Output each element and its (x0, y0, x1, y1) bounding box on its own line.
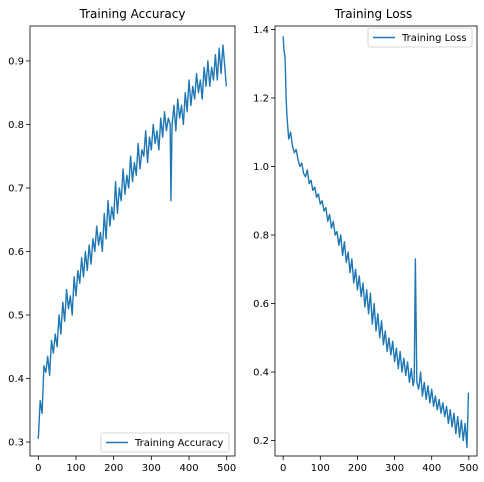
accuracy-chart-title: Training Accuracy (79, 7, 186, 21)
accuracy-y-tick-label: 0.9 (8, 56, 24, 67)
accuracy-x-tick-label: 500 (217, 463, 236, 474)
loss-x-tick-label: 500 (459, 463, 478, 474)
accuracy-x-tick-label: 400 (179, 463, 198, 474)
accuracy-x-ticks: 0 100 200 300 400 500 (35, 456, 236, 474)
loss-legend-label: Training Loss (401, 33, 467, 44)
loss-y-tick-label: 0.4 (253, 368, 269, 379)
loss-y-ticks: 0.2 0.4 0.6 0.8 1.0 1.2 1.4 (253, 25, 275, 447)
loss-x-tick-label: 100 (311, 463, 330, 474)
accuracy-y-tick-label: 0.6 (8, 247, 24, 258)
accuracy-chart: Training Accuracy 0 100 200 300 400 500 0.30.… (8, 7, 236, 474)
loss-x-tick-label: 200 (348, 463, 367, 474)
loss-y-tick-label: 0.6 (253, 299, 269, 310)
loss-plot-frame (274, 25, 478, 457)
loss-x-ticks: 0 100 200 300 400 500 (280, 456, 478, 474)
accuracy-y-tick-label: 0.7 (8, 183, 24, 194)
accuracy-y-tick-label: 0.4 (8, 374, 24, 385)
loss-y-tick-label: 0.8 (253, 231, 269, 242)
accuracy-y-tick-label: 0.8 (8, 120, 24, 131)
loss-legend-box (367, 27, 473, 48)
accuracy-x-tick-label: 0 (35, 463, 41, 474)
accuracy-x-tick-label: 300 (142, 463, 161, 474)
loss-y-tick-label: 1.4 (253, 25, 269, 36)
loss-x-tick-label: 400 (422, 463, 441, 474)
loss-y-tick-label: 0.2 (253, 436, 269, 447)
accuracy-y-tick-label: 0.3 (8, 438, 24, 449)
accuracy-x-tick-label: 100 (66, 463, 85, 474)
accuracy-legend: Training Accuracy (100, 432, 230, 453)
loss-series-line (282, 36, 470, 449)
loss-legend: Training Loss (367, 27, 473, 48)
loss-x-tick-label: 0 (280, 463, 286, 474)
accuracy-x-tick-label: 200 (104, 463, 123, 474)
accuracy-plot-frame (29, 25, 236, 457)
loss-y-tick-label: 1.2 (253, 93, 269, 104)
accuracy-y-ticks: 0.3 0.4 0.5 0.6 0.7 0.8 0.9 (8, 56, 30, 449)
loss-y-tick-label: 1.0 (253, 162, 269, 173)
loss-chart-title: Training Loss (334, 7, 412, 21)
accuracy-legend-label: Training Accuracy (134, 438, 223, 449)
loss-chart: Training Loss 0 100 200 300 400 500 0.2 0.4 0.6… (253, 7, 478, 474)
accuracy-legend-box (100, 432, 230, 453)
accuracy-series-line (37, 44, 228, 439)
accuracy-y-tick-label: 0.5 (8, 310, 24, 321)
loss-x-tick-label: 300 (385, 463, 404, 474)
